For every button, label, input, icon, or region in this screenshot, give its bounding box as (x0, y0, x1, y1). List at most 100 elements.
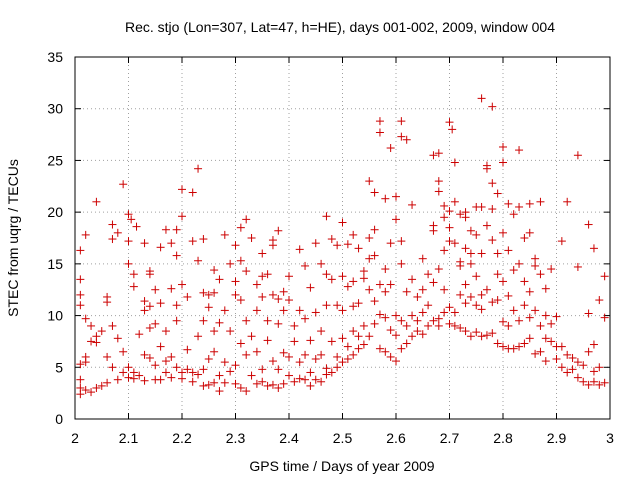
data-point (76, 275, 85, 284)
data-point (242, 316, 251, 325)
data-point (418, 254, 427, 263)
data-point (488, 179, 497, 188)
data-point (349, 327, 358, 336)
data-point (252, 379, 261, 388)
data-point (381, 313, 390, 322)
data-point (589, 377, 598, 386)
data-point (87, 337, 96, 346)
data-point (145, 270, 154, 279)
data-point (338, 218, 347, 227)
data-point (418, 285, 427, 294)
data-point (258, 292, 267, 301)
data-point (595, 363, 604, 372)
data-point (285, 296, 293, 305)
data-point (274, 226, 283, 235)
data-point (129, 374, 138, 383)
data-point (568, 365, 577, 374)
data-point (76, 383, 85, 392)
data-point (161, 368, 170, 377)
data-point (477, 94, 486, 103)
data-point (183, 292, 192, 301)
data-point (547, 319, 556, 328)
data-point (589, 367, 598, 376)
data-point (456, 323, 465, 332)
data-point (156, 299, 165, 308)
data-point (466, 259, 475, 268)
data-point (536, 270, 545, 279)
data-point (317, 259, 326, 268)
data-point (236, 383, 245, 392)
data-point (127, 215, 136, 224)
data-point (424, 321, 433, 330)
data-point (119, 180, 128, 189)
data-point (477, 290, 486, 299)
data-point (279, 379, 288, 388)
data-point (531, 261, 540, 270)
data-point (429, 316, 438, 325)
data-point (129, 282, 138, 291)
data-point (183, 365, 192, 374)
data-point (301, 261, 310, 270)
data-point (333, 352, 342, 361)
data-point (515, 316, 524, 325)
data-point (450, 308, 459, 317)
data-point (531, 349, 540, 358)
data-point (359, 274, 368, 283)
data-point (365, 332, 374, 341)
data-point (392, 192, 400, 201)
data-point (333, 363, 342, 372)
data-point (311, 355, 320, 364)
data-point (263, 381, 272, 390)
x-tick-label: 2.5 (333, 430, 353, 446)
data-point (520, 234, 529, 242)
data-point (263, 336, 272, 345)
data-point (306, 381, 315, 390)
chart-title: Rec. stjo (Lon=307, Lat=47, h=HE), days … (125, 19, 555, 35)
data-point (525, 287, 534, 296)
data-point (124, 210, 133, 219)
plot-frame (74, 56, 611, 420)
data-point (268, 357, 277, 366)
data-point (295, 374, 304, 383)
data-point (226, 259, 235, 268)
data-point (477, 202, 486, 211)
data-point (327, 368, 336, 377)
data-point (584, 380, 593, 389)
data-point (402, 287, 411, 296)
data-point (113, 375, 122, 384)
data-point (172, 301, 181, 310)
data-point (531, 306, 540, 315)
data-point (381, 287, 390, 296)
data-point (370, 188, 379, 197)
data-point (135, 330, 144, 339)
data-point (172, 363, 181, 372)
data-point (450, 197, 459, 206)
data-point (386, 280, 395, 289)
data-point (541, 284, 550, 293)
data-point (231, 361, 240, 370)
data-point (242, 387, 251, 396)
data-point (194, 164, 203, 173)
data-point (466, 292, 475, 301)
data-point (461, 213, 470, 222)
data-point (600, 272, 609, 281)
data-point (204, 303, 213, 312)
data-point (461, 327, 470, 336)
data-point (445, 118, 454, 127)
data-point (188, 368, 197, 377)
data-point (381, 194, 390, 203)
data-point (392, 311, 400, 320)
data-point (290, 377, 299, 386)
data-point (156, 375, 165, 384)
data-point (242, 350, 251, 359)
data-point (242, 267, 251, 276)
data-point (515, 259, 524, 268)
data-point (440, 213, 449, 222)
data-point (579, 377, 588, 386)
data-point (258, 365, 267, 374)
data-point (285, 272, 293, 281)
data-point (499, 142, 507, 151)
data-point (81, 230, 90, 239)
data-point (204, 380, 213, 389)
data-point (520, 301, 529, 310)
